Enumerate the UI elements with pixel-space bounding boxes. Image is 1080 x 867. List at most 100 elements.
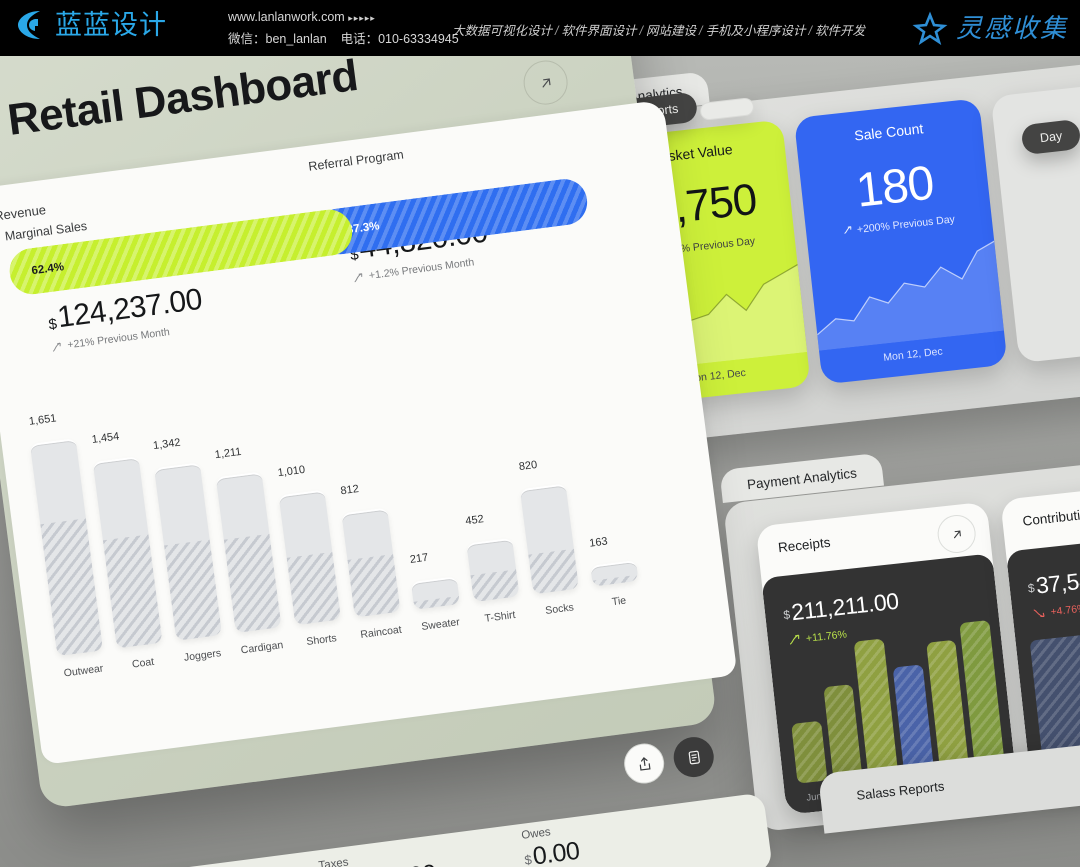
bar — [791, 720, 828, 784]
brand-logo: 蓝蓝设计 — [14, 8, 167, 42]
marginal-sales-bar[interactable]: 62.4% — [6, 206, 355, 297]
bar-column[interactable]: 812 Raincoat — [340, 483, 403, 641]
receipts-card[interactable]: Receipts $211,211.00 +11.76% — [755, 501, 1018, 815]
bar-category-label: Coat — [131, 655, 155, 671]
bar-category-label: Outwear — [63, 662, 105, 680]
inspiration-logo: 灵感收集 — [912, 8, 1068, 45]
referral-program-caption: Referral Program — [307, 147, 405, 174]
lanlan-logo-icon — [14, 8, 48, 42]
receipts-title: Receipts — [777, 534, 832, 556]
receipts-expand-button[interactable] — [935, 513, 978, 555]
revenue-panel: Revenue Referral Program Marginal Sales … — [0, 99, 773, 867]
bar-rect — [278, 489, 342, 626]
revenue-split-bars: 37.3% 62.4% — [6, 176, 590, 297]
contributions-bar-chart — [1026, 585, 1080, 758]
document-icon — [688, 750, 700, 764]
bar-category-label: Cardigan — [240, 639, 284, 657]
bar-value-label: 1,342 — [152, 436, 182, 453]
bar-value-label: 1,211 — [214, 445, 243, 462]
page-title: Retail Dashboard — [4, 56, 361, 145]
bar — [854, 638, 899, 776]
contributions-amount-number: 37,543.0 — [1034, 563, 1080, 599]
trend-up-icon — [789, 634, 800, 645]
bar-column[interactable]: 1,342 Joggers — [152, 437, 223, 664]
referral-program-delta: +1.2% Previous Month — [352, 254, 491, 284]
receipts-amount: $211,211.00 — [782, 588, 900, 627]
report-button[interactable] — [671, 734, 717, 780]
panel-actions — [621, 734, 717, 786]
contributions-body: $37,543.0 +4.76% Jun — [1005, 526, 1080, 789]
sale-count-card[interactable]: Sale Count 180 +200% Previous Day Mon 12… — [793, 98, 1008, 385]
bar-column[interactable]: 1,010 Shorts — [277, 464, 342, 648]
bar-column[interactable]: 1,651 Outwear — [28, 412, 104, 679]
taxes-item: Taxes $25,357.00 — [318, 845, 438, 867]
receipts-delta: +11.76% — [787, 627, 847, 646]
bottom-sales-reports-label: Salass Reports — [855, 778, 945, 803]
bar — [1029, 633, 1080, 758]
revenue-label: Revenue — [0, 202, 47, 224]
wechat-text: 微信：ben_lanlan — [228, 32, 327, 46]
marginal-sales-kpi: $124,237.00 +21% Previous Month — [46, 283, 206, 354]
bar-hatch — [102, 534, 163, 649]
site-banner: 蓝蓝设计 www.lanlanwork.com ▸▸▸▸▸ 微信：ben_lan… — [0, 0, 1080, 56]
bar-hatch — [223, 533, 282, 634]
dashboard-scene: Basket Analytics Basket Value $1,750 +18… — [0, 56, 1080, 867]
share-button[interactable] — [621, 741, 667, 786]
category-bar-chart: 1,651 Outwear 1,454 Coat 1,342 Joggers 1,211 Ca… — [26, 329, 707, 690]
services-list: 大数据可视化设计 / 软件界面设计 / 网站建设 / 手机及小程序设计 / 软件开发 — [452, 24, 866, 38]
sale-count-delta: +200% Previous Day — [806, 209, 992, 241]
payment-analytics-panel: Payment Analytics Receipts $211,211.00 +… — [719, 445, 1080, 833]
bar-rect — [29, 438, 104, 657]
sale-count-number: 180 — [853, 156, 936, 218]
arrow-dots-icon: ▸▸▸▸▸ — [348, 13, 376, 23]
bar-column[interactable]: 163 Tie — [589, 535, 639, 608]
bar-value-label: 812 — [339, 483, 360, 498]
marginal-sales-delta: +21% Previous Month — [51, 321, 206, 353]
bar-column[interactable]: 1,454 Coat — [91, 430, 163, 671]
bar-rect — [215, 471, 282, 634]
contributions-card[interactable]: Contributions $37,543.0 +4.76% — [1000, 475, 1080, 789]
service-0: 大数据可视化设计 — [452, 24, 553, 38]
bar-column[interactable]: 452 T-Shirt — [465, 513, 520, 625]
receipts-amount-number: 211,211.00 — [789, 587, 900, 626]
bar — [892, 664, 934, 773]
service-4: 软件开发 — [815, 24, 866, 38]
service-3: 手机及小程序设计 — [705, 24, 806, 38]
currency-symbol: $ — [47, 315, 58, 334]
bar-hatch — [528, 548, 580, 595]
bar-category-label: Shorts — [305, 632, 338, 648]
bar-hatch — [164, 539, 223, 641]
bar-category-label: T-Shirt — [483, 608, 517, 625]
bar-category-label: Socks — [544, 601, 575, 617]
bar-value-label: 163 — [588, 535, 609, 550]
marginal-sales-caption: Marginal Sales — [4, 218, 88, 244]
bar-rect — [341, 507, 401, 618]
sale-count-sparkline — [807, 221, 1004, 351]
bar-value-label: 217 — [409, 551, 429, 566]
retail-dashboard-board: Retail Dashboard Revenue Referral Progra… — [0, 56, 773, 867]
bar — [823, 684, 863, 780]
bar-rect — [410, 576, 461, 610]
sale-count-title: Sale Count — [853, 120, 925, 144]
bar-rect — [154, 462, 223, 641]
bar-category-label: Joggers — [183, 647, 222, 664]
trend-up-icon — [844, 226, 852, 234]
bar-value-label: 1,010 — [276, 463, 306, 480]
bar-value-label: 452 — [464, 513, 485, 528]
marginal-sales-percent: 62.4% — [30, 261, 65, 278]
inspiration-text: 灵感收集 — [955, 13, 1068, 43]
trend-up-icon — [52, 342, 61, 352]
bar-column[interactable]: 1,211 Cardigan — [214, 446, 284, 657]
payment-cards: Receipts $211,211.00 +11.76% — [755, 475, 1080, 815]
bar-column[interactable]: 217 Sweater — [409, 552, 461, 633]
inspiration-star-icon — [912, 9, 948, 45]
referral-program-kpi: $44,820.00 +1.2% Previous Month — [347, 215, 491, 283]
contributions-delta: +4.76% — [1032, 601, 1080, 620]
payment-analytics-tab[interactable]: Payment Analytics — [719, 452, 885, 504]
bar-hatch — [413, 595, 461, 610]
bar-value-label: 820 — [518, 458, 538, 474]
bar-hatch — [40, 518, 104, 657]
bar-column[interactable]: 820 Socks — [518, 459, 580, 617]
dashboard-expand-button[interactable] — [520, 57, 571, 108]
bar-category-label: Raincoat — [359, 623, 403, 641]
